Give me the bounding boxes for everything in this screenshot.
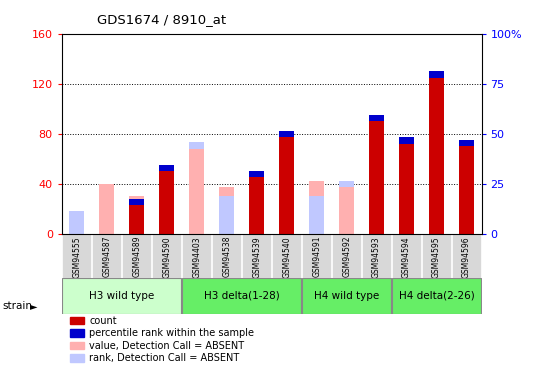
- Text: GSM94538: GSM94538: [222, 236, 231, 278]
- Text: GSM94539: GSM94539: [252, 236, 261, 278]
- Text: GSM94594: GSM94594: [402, 236, 411, 278]
- Text: GSM94593: GSM94593: [372, 236, 381, 278]
- Text: GDS1674 / 8910_at: GDS1674 / 8910_at: [97, 13, 226, 26]
- Text: GSM94587: GSM94587: [102, 236, 111, 278]
- Bar: [70, 354, 84, 362]
- Text: ►: ►: [30, 301, 37, 310]
- FancyBboxPatch shape: [62, 278, 181, 314]
- FancyBboxPatch shape: [242, 234, 271, 278]
- FancyBboxPatch shape: [332, 234, 361, 278]
- Bar: [129, 196, 144, 234]
- Bar: [159, 165, 174, 171]
- FancyBboxPatch shape: [302, 234, 331, 278]
- Bar: [309, 196, 324, 234]
- Bar: [249, 171, 264, 234]
- Bar: [279, 131, 294, 234]
- Text: GSM94540: GSM94540: [282, 236, 291, 278]
- Bar: [220, 188, 234, 234]
- FancyBboxPatch shape: [272, 234, 301, 278]
- Bar: [220, 196, 234, 234]
- Text: count: count: [89, 316, 117, 326]
- Bar: [309, 181, 324, 234]
- Bar: [69, 211, 84, 234]
- Bar: [159, 165, 174, 234]
- Bar: [369, 115, 384, 234]
- FancyBboxPatch shape: [362, 234, 391, 278]
- Text: GSM94592: GSM94592: [342, 236, 351, 278]
- FancyBboxPatch shape: [452, 234, 481, 278]
- Text: H4 delta(2-26): H4 delta(2-26): [399, 291, 475, 301]
- FancyBboxPatch shape: [302, 278, 391, 314]
- FancyBboxPatch shape: [182, 234, 211, 278]
- FancyBboxPatch shape: [213, 234, 241, 278]
- FancyBboxPatch shape: [152, 234, 181, 278]
- Bar: [339, 181, 354, 188]
- Bar: [189, 142, 204, 234]
- Bar: [129, 199, 144, 234]
- FancyBboxPatch shape: [422, 234, 451, 278]
- Text: GSM94589: GSM94589: [132, 236, 141, 278]
- FancyBboxPatch shape: [392, 278, 481, 314]
- Text: GSM94596: GSM94596: [462, 236, 471, 278]
- Bar: [69, 211, 84, 234]
- Bar: [399, 138, 414, 234]
- Bar: [459, 140, 474, 146]
- Text: H3 wild type: H3 wild type: [89, 291, 154, 301]
- Bar: [70, 342, 84, 349]
- Text: GSM94595: GSM94595: [432, 236, 441, 278]
- Bar: [100, 184, 114, 234]
- Bar: [249, 171, 264, 177]
- Bar: [129, 199, 144, 205]
- Text: H4 wild type: H4 wild type: [314, 291, 379, 301]
- Bar: [429, 71, 444, 78]
- Text: GSM94591: GSM94591: [312, 236, 321, 278]
- Bar: [369, 115, 384, 121]
- Bar: [429, 71, 444, 234]
- Text: H3 delta(1-28): H3 delta(1-28): [204, 291, 280, 301]
- Bar: [279, 131, 294, 138]
- Bar: [70, 317, 84, 324]
- FancyBboxPatch shape: [182, 278, 301, 314]
- Text: strain: strain: [3, 301, 33, 310]
- FancyBboxPatch shape: [62, 234, 91, 278]
- Bar: [459, 140, 474, 234]
- Bar: [399, 138, 414, 144]
- Text: GSM94403: GSM94403: [192, 236, 201, 278]
- Text: GSM94555: GSM94555: [72, 236, 81, 278]
- Bar: [339, 181, 354, 234]
- Bar: [189, 142, 204, 149]
- Text: rank, Detection Call = ABSENT: rank, Detection Call = ABSENT: [89, 353, 239, 363]
- Text: GSM94590: GSM94590: [162, 236, 171, 278]
- Text: value, Detection Call = ABSENT: value, Detection Call = ABSENT: [89, 341, 244, 351]
- Bar: [70, 329, 84, 337]
- Text: percentile rank within the sample: percentile rank within the sample: [89, 328, 254, 338]
- FancyBboxPatch shape: [392, 234, 421, 278]
- FancyBboxPatch shape: [93, 234, 121, 278]
- FancyBboxPatch shape: [123, 234, 151, 278]
